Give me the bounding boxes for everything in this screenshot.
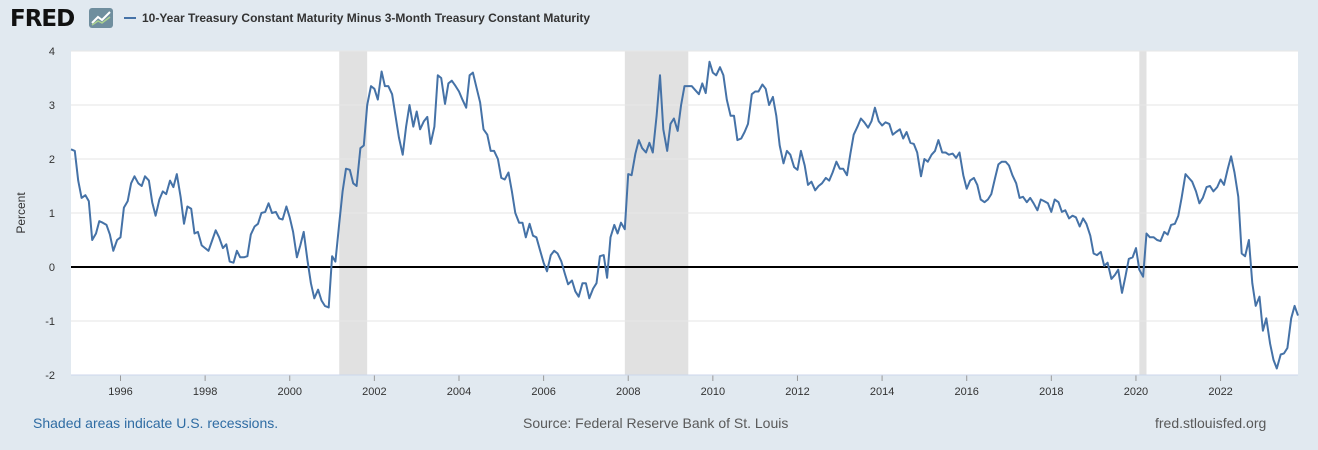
x-tick-label: 2004	[447, 386, 471, 398]
legend[interactable]: 10-Year Treasury Constant Maturity Minus…	[124, 11, 590, 25]
y-tick-label: -1	[45, 316, 55, 328]
chart-line-icon	[89, 8, 113, 28]
x-tick-label: 2016	[954, 386, 978, 398]
source-credit: Source: Federal Reserve Bank of St. Loui…	[523, 415, 789, 431]
y-tick-label: 0	[49, 262, 55, 274]
x-tick-label: 2012	[785, 386, 809, 398]
x-tick-label: 2006	[531, 386, 555, 398]
series-title: 10-Year Treasury Constant Maturity Minus…	[142, 11, 591, 25]
site-url[interactable]: fred.stlouisfed.org	[1155, 415, 1267, 431]
x-tick-label: 1998	[193, 386, 217, 398]
y-axis-label: Percent	[14, 192, 28, 234]
x-tick-label: 2000	[278, 386, 302, 398]
x-tick-label: 2002	[362, 386, 386, 398]
y-tick-label: 4	[49, 46, 55, 58]
y-tick-label: 1	[49, 208, 55, 220]
x-tick-label: 2008	[616, 386, 640, 398]
x-tick-label: 2014	[870, 386, 894, 398]
x-tick-label: 2020	[1124, 386, 1148, 398]
x-tick-label: 1996	[108, 386, 132, 398]
chart[interactable]: -2 -1 0 1 2 3 4 1996 1998 2000 2002 2004 2006 2008 201…	[0, 0, 1318, 410]
fred-logo[interactable]: FRED	[10, 6, 75, 32]
series-line[interactable]	[70, 60, 1299, 370]
y-tick-label: 2	[49, 154, 55, 166]
y-tick-label: -2	[45, 370, 55, 382]
y-tick-label: 3	[49, 100, 55, 112]
legend-line-swatch	[124, 17, 136, 19]
x-tick-label: 2010	[701, 386, 725, 398]
x-tick-label: 2022	[1208, 386, 1232, 398]
x-tick-label: 2018	[1039, 386, 1063, 398]
header: FRED 10-Year Treasury Constant Maturity …	[0, 0, 1318, 42]
recession-note: Shaded areas indicate U.S. recessions.	[33, 415, 279, 431]
